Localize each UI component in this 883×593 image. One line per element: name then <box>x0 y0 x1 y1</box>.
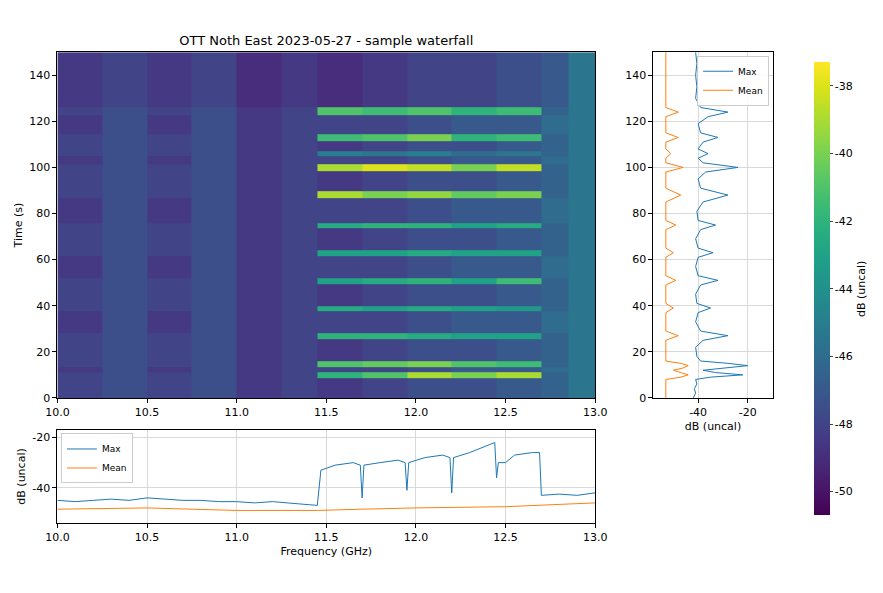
svg-text:11.5: 11.5 <box>314 531 339 544</box>
svg-text:Mean: Mean <box>102 463 127 473</box>
svg-text:13.0: 13.0 <box>583 531 608 544</box>
svg-text:10.0: 10.0 <box>45 406 70 419</box>
svg-text:10.0: 10.0 <box>45 531 70 544</box>
svg-text:13.0: 13.0 <box>583 406 608 419</box>
svg-text:11.0: 11.0 <box>224 531 249 544</box>
svg-text:10.5: 10.5 <box>135 406 160 419</box>
svg-text:-48: -48 <box>835 418 853 431</box>
svg-text:-40: -40 <box>689 406 707 419</box>
svg-text:140: 140 <box>29 69 50 82</box>
svg-text:-44: -44 <box>835 283 853 296</box>
svg-text:Max: Max <box>102 444 121 454</box>
svg-text:20: 20 <box>632 346 646 359</box>
svg-text:100: 100 <box>29 161 50 174</box>
svg-text:80: 80 <box>36 207 50 220</box>
svg-text:0: 0 <box>43 392 50 405</box>
svg-text:40: 40 <box>632 300 646 313</box>
svg-text:80: 80 <box>632 207 646 220</box>
svg-text:120: 120 <box>29 115 50 128</box>
svg-text:Max: Max <box>738 67 757 77</box>
svg-text:140: 140 <box>625 69 646 82</box>
svg-text:0: 0 <box>639 392 646 405</box>
svg-text:dB (uncal): dB (uncal) <box>685 420 741 433</box>
svg-text:OTT Noth East 2023-05-27 - sam: OTT Noth East 2023-05-27 - sample waterf… <box>179 33 473 48</box>
svg-text:10.5: 10.5 <box>135 531 160 544</box>
svg-text:-42: -42 <box>835 215 853 228</box>
svg-text:60: 60 <box>632 253 646 266</box>
svg-text:11.0: 11.0 <box>224 406 249 419</box>
svg-text:20: 20 <box>36 346 50 359</box>
svg-text:60: 60 <box>36 253 50 266</box>
svg-text:120: 120 <box>625 115 646 128</box>
svg-text:-40: -40 <box>32 482 50 495</box>
svg-text:-20: -20 <box>32 431 50 444</box>
svg-text:40: 40 <box>36 300 50 313</box>
svg-text:100: 100 <box>625 161 646 174</box>
svg-text:dB (uncal): dB (uncal) <box>855 261 868 317</box>
svg-text:Mean: Mean <box>738 86 763 96</box>
svg-text:-46: -46 <box>835 350 853 363</box>
svg-text:-38: -38 <box>835 80 853 93</box>
svg-text:12.5: 12.5 <box>493 406 518 419</box>
svg-text:Frequency (GHz): Frequency (GHz) <box>281 545 372 558</box>
svg-text:12.5: 12.5 <box>493 531 518 544</box>
svg-text:dB (uncal): dB (uncal) <box>15 448 28 504</box>
svg-text:12.0: 12.0 <box>404 406 429 419</box>
svg-text:-50: -50 <box>835 485 853 498</box>
svg-text:11.5: 11.5 <box>314 406 339 419</box>
svg-text:Time (s): Time (s) <box>12 203 25 249</box>
svg-text:-20: -20 <box>739 406 757 419</box>
svg-text:12.0: 12.0 <box>404 531 429 544</box>
svg-text:-40: -40 <box>835 147 853 160</box>
